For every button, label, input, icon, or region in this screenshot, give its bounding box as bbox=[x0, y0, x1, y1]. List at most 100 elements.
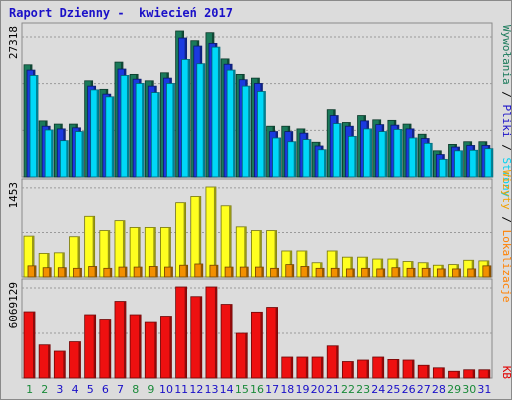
bar-locations-day-16 bbox=[255, 266, 264, 278]
bar-shade-locations-day-17 bbox=[276, 268, 279, 277]
bar-shade-kb-day-2 bbox=[48, 344, 51, 378]
bar-shade-locations-day-24 bbox=[382, 268, 385, 277]
x-tick-day-31: 31 bbox=[477, 383, 491, 396]
bar-shade-locations-day-16 bbox=[261, 267, 264, 277]
bar-shade-kb-day-24 bbox=[381, 357, 384, 378]
bar-shade-pages-day-11 bbox=[187, 59, 190, 178]
x-tick-day-7: 7 bbox=[117, 383, 124, 396]
bar-shade-pages-day-10 bbox=[172, 83, 175, 177]
bar-shade-pages-day-31 bbox=[490, 148, 493, 177]
bar-shade-kb-day-19 bbox=[305, 357, 308, 378]
x-tick-day-18: 18 bbox=[280, 383, 294, 396]
bar-shade-visits-day-2 bbox=[47, 253, 50, 277]
bar-shade-pages-day-4 bbox=[81, 131, 84, 177]
bar-shade-pages-day-12 bbox=[202, 63, 205, 177]
bar-shade-pages-day-17 bbox=[278, 137, 281, 177]
bar-shade-locations-day-6 bbox=[109, 268, 112, 277]
bar-shade-visits-day-18 bbox=[289, 250, 292, 277]
bar-shade-visits-day-12 bbox=[198, 196, 201, 277]
x-tick-day-10: 10 bbox=[159, 383, 173, 396]
bar-shade-pages-day-19 bbox=[308, 139, 311, 177]
bar-shade-kb-day-8 bbox=[139, 315, 142, 378]
x-tick-day-11: 11 bbox=[174, 383, 188, 396]
bar-shade-kb-day-26 bbox=[412, 360, 415, 378]
x-tick-day-19: 19 bbox=[295, 383, 309, 396]
bar-shade-visits-day-21 bbox=[335, 250, 338, 277]
bar-shade-visits-day-10 bbox=[168, 227, 171, 277]
bar-shade-kb-day-5 bbox=[93, 315, 96, 378]
bar-shade-kb-day-23 bbox=[366, 360, 369, 378]
bar-shade-locations-day-3 bbox=[64, 267, 67, 277]
bar-shade-locations-day-27 bbox=[428, 268, 431, 277]
bar-shade-kb-day-12 bbox=[199, 296, 202, 378]
bar-shade-pages-day-25 bbox=[399, 129, 402, 177]
bar-shade-kb-day-1 bbox=[33, 312, 35, 378]
bar-shade-pages-day-29 bbox=[460, 150, 463, 177]
bar-shade-visits-day-3 bbox=[62, 252, 65, 277]
bar-shade-kb-day-6 bbox=[108, 319, 111, 378]
bar-shade-pages-day-13 bbox=[217, 47, 220, 178]
bar-shade-pages-day-26 bbox=[415, 137, 418, 177]
bar-shade-visits-day-24 bbox=[380, 259, 383, 277]
bar-shade-locations-day-23 bbox=[367, 268, 370, 277]
bar-shade-locations-day-2 bbox=[49, 267, 52, 277]
x-tick-day-16: 16 bbox=[250, 383, 264, 396]
x-tick-day-3: 3 bbox=[56, 383, 63, 396]
bar-shade-visits-day-16 bbox=[259, 230, 262, 277]
x-tick-day-28: 28 bbox=[432, 383, 446, 396]
bar-shade-pages-day-24 bbox=[384, 131, 387, 177]
bar-shade-kb-day-10 bbox=[169, 316, 172, 378]
bar-shade-locations-day-30 bbox=[473, 268, 476, 277]
legend-separator: / bbox=[500, 85, 512, 105]
bar-shade-visits-day-6 bbox=[107, 230, 110, 277]
x-tick-day-13: 13 bbox=[205, 383, 219, 396]
bar-shade-locations-day-22 bbox=[352, 268, 355, 277]
bar-shade-locations-day-15 bbox=[246, 267, 249, 277]
bar-shade-locations-day-19 bbox=[306, 266, 309, 277]
bar-shade-pages-day-18 bbox=[293, 141, 296, 177]
x-tick-day-17: 17 bbox=[265, 383, 279, 396]
bar-shade-pages-day-9 bbox=[157, 92, 160, 177]
x-tick-day-4: 4 bbox=[72, 383, 79, 396]
bar-shade-locations-day-20 bbox=[322, 268, 325, 277]
bar-shade-kb-day-14 bbox=[230, 304, 233, 378]
bar-shade-kb-day-27 bbox=[427, 365, 430, 378]
bar-shade-visits-day-9 bbox=[153, 227, 156, 277]
bar-shade-locations-day-1 bbox=[34, 265, 36, 277]
x-tick-day-25: 25 bbox=[386, 383, 400, 396]
bar-shade-pages-day-3 bbox=[66, 140, 69, 177]
bar-shade-pages-day-14 bbox=[233, 70, 236, 177]
bar-kb-day-16 bbox=[251, 311, 263, 379]
bar-shade-visits-day-14 bbox=[229, 205, 232, 277]
legend-pliki: Pliki bbox=[500, 104, 512, 137]
bar-shade-locations-day-7 bbox=[124, 267, 127, 277]
x-tick-day-20: 20 bbox=[311, 383, 325, 396]
x-tick-day-1: 1 bbox=[26, 383, 33, 396]
x-tick-day-27: 27 bbox=[417, 383, 431, 396]
bar-shade-pages-day-23 bbox=[369, 128, 372, 177]
bar-shade-pages-day-15 bbox=[248, 86, 251, 177]
x-tick-day-30: 30 bbox=[462, 383, 476, 396]
bar-shade-locations-day-12 bbox=[200, 263, 203, 277]
legend-wizyty: Wizyty bbox=[500, 170, 512, 210]
bar-shade-visits-day-23 bbox=[365, 257, 368, 277]
legend-separator: / bbox=[500, 210, 512, 230]
bar-shade-locations-day-29 bbox=[458, 268, 461, 277]
legend-wywołania: Wywołania bbox=[500, 25, 512, 85]
x-tick-day-23: 23 bbox=[356, 383, 370, 396]
bar-shade-kb-day-15 bbox=[245, 333, 248, 378]
bar-shade-visits-day-17 bbox=[274, 230, 277, 277]
x-tick-day-12: 12 bbox=[189, 383, 203, 396]
bar-shade-kb-day-7 bbox=[123, 301, 126, 378]
bar-shade-kb-day-20 bbox=[321, 357, 324, 378]
y-axis-max-visits-locations: 1453 bbox=[7, 182, 20, 209]
chart-title: Raport Dzienny - kwiecień 2017 bbox=[9, 6, 233, 20]
bar-shade-kb-day-13 bbox=[214, 287, 217, 378]
bar-shade-locations-day-26 bbox=[413, 268, 416, 277]
bar-shade-locations-day-4 bbox=[79, 268, 82, 277]
x-tick-day-22: 22 bbox=[341, 383, 355, 396]
bar-shade-kb-day-16 bbox=[260, 312, 263, 378]
bar-shade-locations-day-21 bbox=[337, 268, 340, 277]
bar-locations-day-3 bbox=[57, 267, 67, 278]
bar-shade-kb-day-4 bbox=[78, 341, 81, 378]
